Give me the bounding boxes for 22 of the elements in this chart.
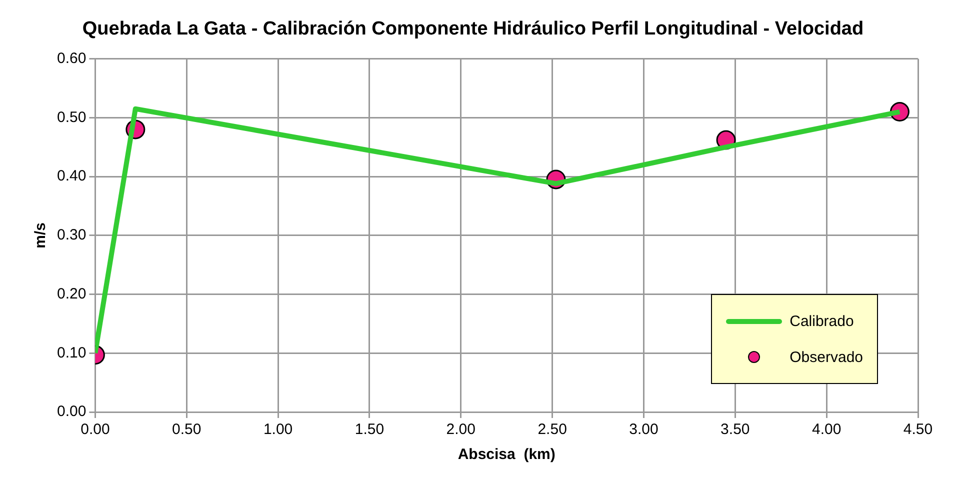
x-tick-label: 3.00 [629, 421, 658, 438]
x-tick-label: 2.00 [446, 421, 476, 438]
y-tick-label: 0.00 [56, 403, 86, 420]
y-tick-label: 0.50 [56, 108, 86, 126]
x-tick-label: 2.50 [538, 421, 567, 438]
x-axis-title: Abscisa (km) [458, 446, 556, 464]
x-tick-label: 1.00 [263, 421, 293, 438]
x-tick-label: 0.00 [80, 421, 110, 438]
x-tick-label: 3.50 [720, 421, 750, 438]
y-tick-label: 0.10 [56, 344, 86, 362]
y-axis-title: m/s [32, 222, 50, 248]
chart-title: Quebrada La Gata - Calibración Componente Hidráulico Perfil Longitudinal - Velocidad [82, 18, 864, 40]
x-tick-label: 4.50 [903, 421, 933, 438]
legend-label: Calibrado [790, 312, 854, 330]
x-tick-label: 1.50 [354, 421, 384, 438]
y-tick-label: 0.20 [56, 285, 86, 302]
y-tick-label: 0.60 [56, 50, 86, 67]
y-tick-label: 0.40 [56, 168, 86, 185]
x-tick-label: 0.50 [172, 421, 202, 438]
legend-label: Observado [790, 348, 863, 366]
x-tick-label: 4.00 [812, 421, 842, 438]
y-tick-label: 0.30 [56, 226, 86, 244]
